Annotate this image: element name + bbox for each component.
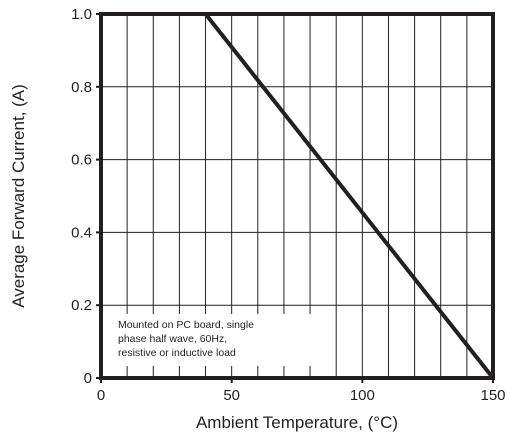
x-tick-label-150: 150 (480, 387, 505, 404)
x-tick-label-100: 100 (350, 387, 375, 404)
y-tick-label-0.2: 0.2 (71, 297, 92, 314)
x-tick-labels: 0 50 100 150 (97, 387, 506, 404)
grid-lines (101, 14, 493, 378)
y-tick-label-1.0: 1.0 (71, 6, 92, 23)
plot-frame (99, 12, 495, 380)
x-tick-label-0: 0 (97, 387, 105, 404)
y-axis-title: Average Forward Current, (A) (9, 84, 28, 308)
y-tick-label-0: 0 (84, 370, 92, 387)
annotation-line-3: resistive or inductive load (118, 347, 236, 359)
annotation-line-1: Mounted on PC board, single (118, 319, 254, 331)
x-tick-label-50: 50 (223, 387, 240, 404)
tick-marks (96, 13, 494, 383)
annotation-box-background (112, 314, 318, 366)
y-tick-label-0.8: 0.8 (71, 79, 92, 96)
annotation-line-2: phase half wave, 60Hz, (118, 333, 227, 345)
y-tick-label-0.6: 0.6 (71, 152, 92, 169)
y-tick-labels: 0 0.2 0.4 0.6 0.8 1.0 (71, 6, 92, 387)
x-axis-title: Ambient Temperature, (°C) (196, 413, 398, 432)
annotation-text: Mounted on PC board, single phase half w… (118, 319, 257, 359)
y-tick-label-0.4: 0.4 (71, 224, 92, 241)
